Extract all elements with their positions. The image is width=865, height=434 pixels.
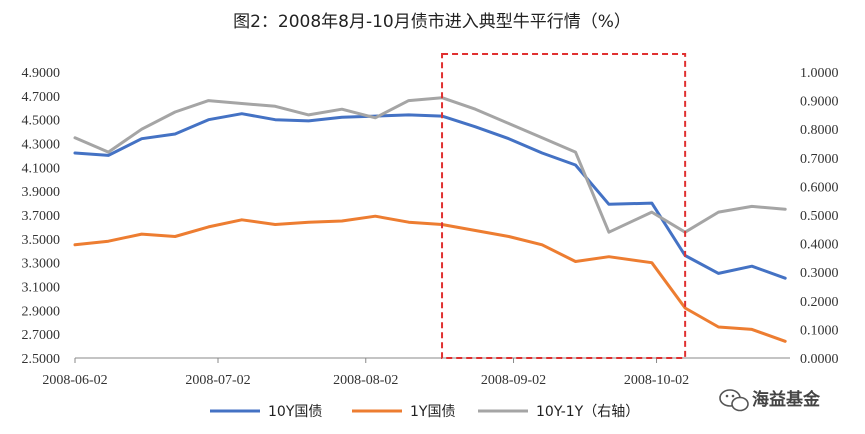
left-tick-label: 3.7000 [22, 209, 61, 224]
right-tick-label: 0.2000 [800, 295, 839, 310]
chart-title: 图2：2008年8月-10月债市进入典型牛平行情（%） [233, 12, 631, 32]
left-tick-label: 4.7000 [22, 90, 61, 105]
right-tick-label: 0.4000 [800, 238, 839, 253]
right-axis-ticks: 0.0000 0.1000 0.2000 0.3000 0.4000 0.5000 0.60… [800, 66, 839, 367]
legend-item-spread: 10Y-1Y（右轴） [478, 404, 639, 420]
series-line-2 [73, 96, 787, 234]
left-tick-label: 3.9000 [22, 185, 61, 200]
right-tick-label: 0.8000 [800, 123, 839, 138]
left-tick-label: 3.1000 [22, 281, 61, 296]
left-tick-label: 2.9000 [22, 304, 61, 319]
right-tick-label: 0.6000 [800, 180, 839, 195]
right-tick-label: 1.0000 [800, 66, 839, 81]
right-tick-label: 0.3000 [800, 266, 839, 281]
watermark: 海益基金 [719, 389, 821, 412]
legend-label-spread: 10Y-1Y（右轴） [536, 404, 639, 420]
left-tick-label: 2.5000 [22, 352, 61, 367]
series-lines [73, 96, 787, 343]
right-tick-label: 0.0000 [800, 352, 839, 367]
x-tick-label: 2008-10-02 [624, 373, 689, 388]
left-axis-ticks: 2.5000 2.7000 2.9000 3.1000 3.3000 3.5000 3.70… [22, 66, 61, 367]
right-tick-label: 0.1000 [800, 323, 839, 338]
plot-area: 2.5000 2.7000 2.9000 3.1000 3.3000 3.5000 3.70… [22, 53, 839, 388]
x-tick-label: 2008-07-02 [185, 373, 250, 388]
x-tick-label: 2008-06-02 [42, 373, 107, 388]
series-line-0 [73, 112, 787, 280]
left-tick-label: 3.5000 [22, 233, 61, 248]
x-tick-label: 2008-08-02 [333, 373, 398, 388]
legend-label-1y: 1Y国债 [410, 404, 455, 420]
left-tick-label: 4.9000 [22, 66, 61, 81]
legend-item-1y: 1Y国债 [352, 404, 455, 420]
right-tick-label: 0.5000 [800, 209, 839, 224]
highlight-box [441, 53, 687, 359]
x-axis-ticks: 2008-06-02 2008-07-02 2008-08-02 2008-09-02… [42, 358, 689, 388]
x-tick-label: 2008-09-02 [481, 373, 546, 388]
series-line-1 [73, 214, 787, 343]
left-tick-label: 4.5000 [22, 114, 61, 129]
wechat-icon [719, 389, 749, 412]
watermark-text: 海益基金 [752, 389, 821, 410]
legend-label-10y: 10Y国债 [268, 404, 322, 420]
legend: 10Y国债 1Y国债 10Y-1Y（右轴） [210, 404, 639, 420]
left-tick-label: 4.1000 [22, 161, 61, 176]
left-tick-label: 4.3000 [22, 138, 61, 153]
legend-item-10y: 10Y国债 [210, 404, 322, 420]
right-tick-label: 0.7000 [800, 152, 839, 167]
left-tick-label: 3.3000 [22, 257, 61, 272]
left-tick-label: 2.7000 [22, 328, 61, 343]
right-tick-label: 0.9000 [800, 95, 839, 110]
